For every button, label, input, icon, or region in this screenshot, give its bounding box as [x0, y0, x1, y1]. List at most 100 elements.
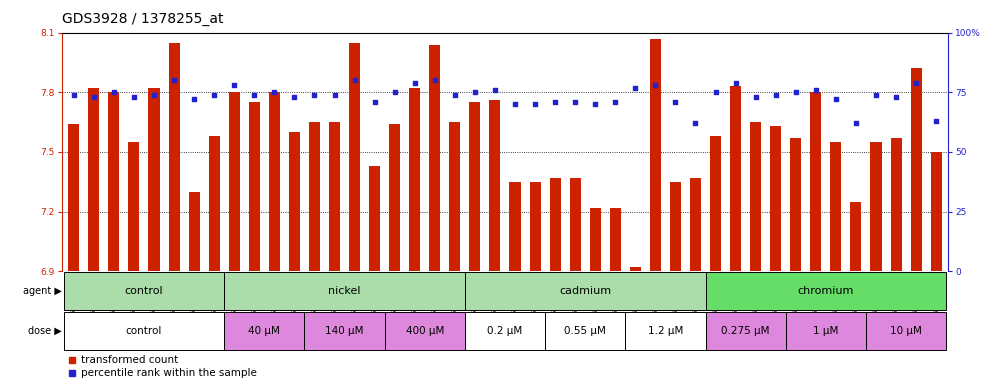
- FancyBboxPatch shape: [465, 312, 545, 350]
- Point: [848, 120, 864, 126]
- Point: [367, 99, 382, 105]
- Point: [647, 82, 663, 88]
- Text: control: control: [124, 286, 163, 296]
- Point: [307, 92, 323, 98]
- FancyBboxPatch shape: [705, 272, 946, 310]
- Point: [667, 99, 683, 105]
- Bar: [610, 208, 621, 271]
- Point: [287, 94, 303, 100]
- Bar: [489, 100, 500, 271]
- Bar: [690, 178, 701, 271]
- Bar: [730, 86, 741, 271]
- Bar: [429, 45, 440, 271]
- Point: [908, 80, 924, 86]
- Text: 400 μM: 400 μM: [405, 326, 444, 336]
- Bar: [530, 182, 541, 271]
- FancyBboxPatch shape: [64, 272, 224, 310]
- Point: [728, 80, 744, 86]
- Text: 0.2 μM: 0.2 μM: [487, 326, 523, 336]
- Bar: [349, 43, 361, 271]
- Point: [869, 92, 884, 98]
- Bar: [89, 88, 100, 271]
- Bar: [590, 208, 601, 271]
- Point: [406, 80, 422, 86]
- Bar: [168, 43, 179, 271]
- Bar: [811, 92, 822, 271]
- Text: dose ▶: dose ▶: [28, 326, 62, 336]
- Point: [627, 84, 643, 91]
- Point: [788, 89, 804, 95]
- Point: [687, 120, 703, 126]
- Point: [588, 101, 604, 107]
- FancyBboxPatch shape: [866, 312, 946, 350]
- Bar: [208, 136, 220, 271]
- Point: [748, 94, 764, 100]
- Point: [186, 96, 202, 103]
- Point: [768, 92, 784, 98]
- Bar: [229, 92, 240, 271]
- Bar: [570, 178, 581, 271]
- FancyBboxPatch shape: [64, 312, 224, 350]
- Point: [246, 92, 262, 98]
- Point: [125, 94, 141, 100]
- Point: [608, 99, 623, 105]
- Bar: [389, 124, 400, 271]
- Text: chromium: chromium: [798, 286, 854, 296]
- FancyBboxPatch shape: [625, 312, 705, 350]
- FancyBboxPatch shape: [384, 312, 465, 350]
- Bar: [910, 68, 921, 271]
- FancyBboxPatch shape: [465, 272, 705, 310]
- Bar: [790, 138, 802, 271]
- Bar: [269, 92, 280, 271]
- Bar: [370, 166, 380, 271]
- FancyBboxPatch shape: [705, 312, 786, 350]
- Bar: [249, 102, 260, 271]
- Point: [467, 89, 483, 95]
- Point: [928, 118, 944, 124]
- Point: [547, 99, 563, 105]
- Text: 40 μM: 40 μM: [248, 326, 280, 336]
- Bar: [649, 39, 661, 271]
- Point: [106, 89, 122, 95]
- Text: 140 μM: 140 μM: [326, 326, 364, 336]
- Point: [347, 77, 363, 83]
- Bar: [890, 138, 901, 271]
- Bar: [930, 152, 941, 271]
- Point: [527, 101, 543, 107]
- Bar: [770, 126, 781, 271]
- Point: [808, 87, 824, 93]
- Text: agent ▶: agent ▶: [23, 286, 62, 296]
- Text: 1.2 μM: 1.2 μM: [647, 326, 683, 336]
- Text: control: control: [125, 326, 162, 336]
- Bar: [851, 202, 862, 271]
- Point: [507, 101, 523, 107]
- Point: [828, 96, 844, 103]
- Bar: [329, 122, 340, 271]
- Bar: [69, 124, 80, 271]
- FancyBboxPatch shape: [786, 312, 866, 350]
- Point: [86, 94, 102, 100]
- Bar: [309, 122, 320, 271]
- Text: 1 μM: 1 μM: [813, 326, 839, 336]
- Bar: [871, 142, 881, 271]
- Bar: [510, 182, 521, 271]
- Bar: [831, 142, 842, 271]
- Point: [487, 87, 503, 93]
- FancyBboxPatch shape: [305, 312, 384, 350]
- Point: [447, 92, 463, 98]
- Point: [707, 89, 723, 95]
- Point: [166, 77, 182, 83]
- Bar: [629, 267, 640, 271]
- Bar: [550, 178, 561, 271]
- Point: [327, 92, 343, 98]
- FancyBboxPatch shape: [224, 312, 305, 350]
- Bar: [188, 192, 199, 271]
- Point: [206, 92, 222, 98]
- Point: [567, 99, 583, 105]
- Bar: [449, 122, 460, 271]
- Text: 0.55 μM: 0.55 μM: [565, 326, 607, 336]
- Text: cadmium: cadmium: [559, 286, 612, 296]
- Bar: [750, 122, 761, 271]
- Bar: [469, 102, 480, 271]
- Bar: [409, 88, 420, 271]
